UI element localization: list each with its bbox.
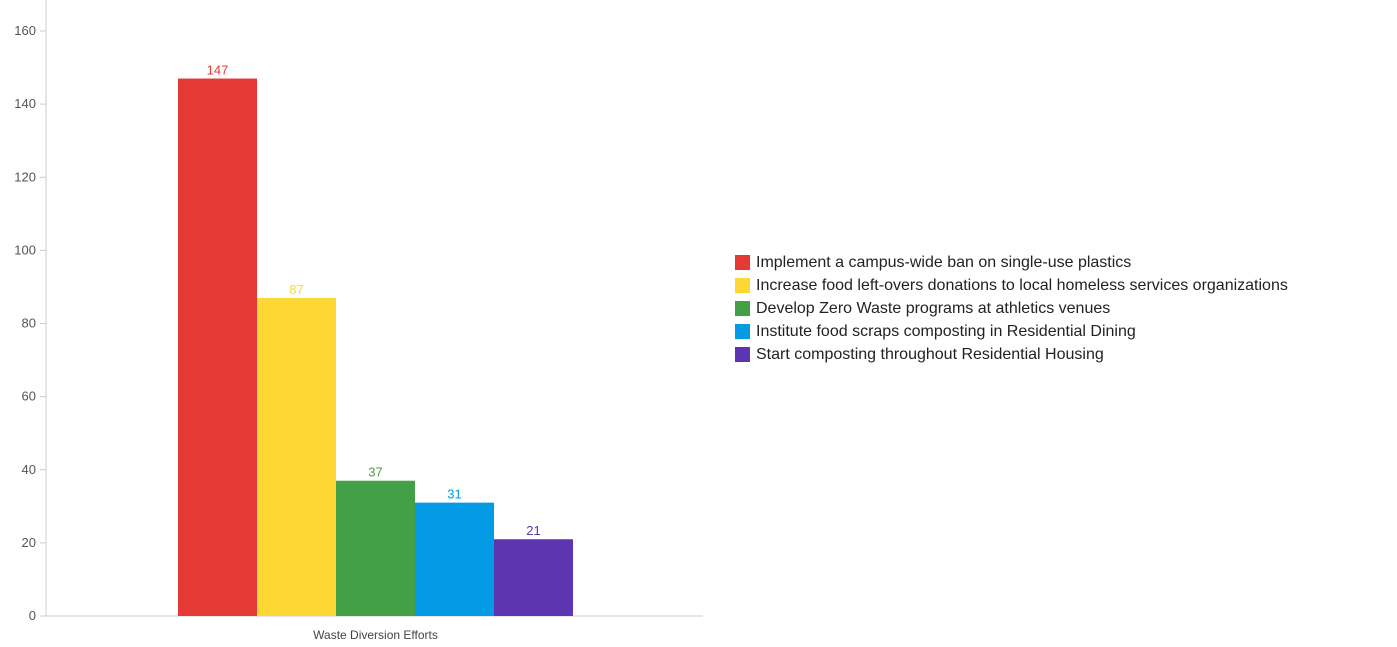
legend-item[interactable]: Develop Zero Waste programs at athletics… (735, 297, 1288, 320)
legend: Implement a campus-wide ban on single-us… (735, 251, 1288, 366)
x-axis: Waste Diversion Efforts (46, 615, 703, 642)
y-tick-label: 140 (14, 96, 36, 111)
y-tick-label: 60 (22, 389, 36, 404)
bar[interactable] (494, 539, 573, 616)
y-tick-label: 80 (22, 316, 36, 331)
bar-value-label: 21 (526, 523, 540, 538)
legend-item[interactable]: Implement a campus-wide ban on single-us… (735, 251, 1288, 274)
legend-swatch (735, 301, 750, 316)
legend-label: Develop Zero Waste programs at athletics… (756, 299, 1111, 317)
y-axis: 0 20 40 60 80 100 120 140 160 (14, 0, 47, 623)
x-category-label: Waste Diversion Efforts (313, 628, 438, 642)
bar-value-label: 147 (207, 63, 229, 78)
legend-item[interactable]: Increase food left-overs donations to lo… (735, 274, 1288, 297)
bar[interactable] (336, 480, 415, 616)
legend-swatch (735, 347, 750, 362)
y-tick-label: 40 (22, 462, 36, 477)
y-tick-label: 120 (14, 169, 36, 184)
legend-label: Increase food left-overs donations to lo… (756, 276, 1288, 294)
bar-group (178, 78, 573, 616)
bar[interactable] (415, 502, 494, 616)
y-tick-label: 100 (14, 242, 36, 257)
bar-value-label: 37 (368, 465, 382, 480)
bar[interactable] (257, 297, 336, 616)
bar[interactable] (178, 78, 257, 616)
bar-value-label: 87 (289, 282, 303, 297)
legend-swatch (735, 324, 750, 339)
legend-label: Start composting throughout Residential … (756, 345, 1104, 363)
legend-item[interactable]: Institute food scraps composting in Resi… (735, 320, 1288, 343)
data-labels: 147 87 37 31 21 (207, 63, 541, 539)
legend-swatch (735, 255, 750, 270)
y-tick-label: 0 (29, 608, 36, 623)
bar-value-label: 31 (447, 487, 461, 502)
y-tick-label: 160 (14, 23, 36, 38)
legend-label: Institute food scraps composting in Resi… (756, 322, 1136, 340)
y-tick-label: 20 (22, 535, 36, 550)
legend-swatch (735, 278, 750, 293)
legend-item[interactable]: Start composting throughout Residential … (735, 343, 1288, 366)
legend-label: Implement a campus-wide ban on single-us… (756, 253, 1132, 271)
